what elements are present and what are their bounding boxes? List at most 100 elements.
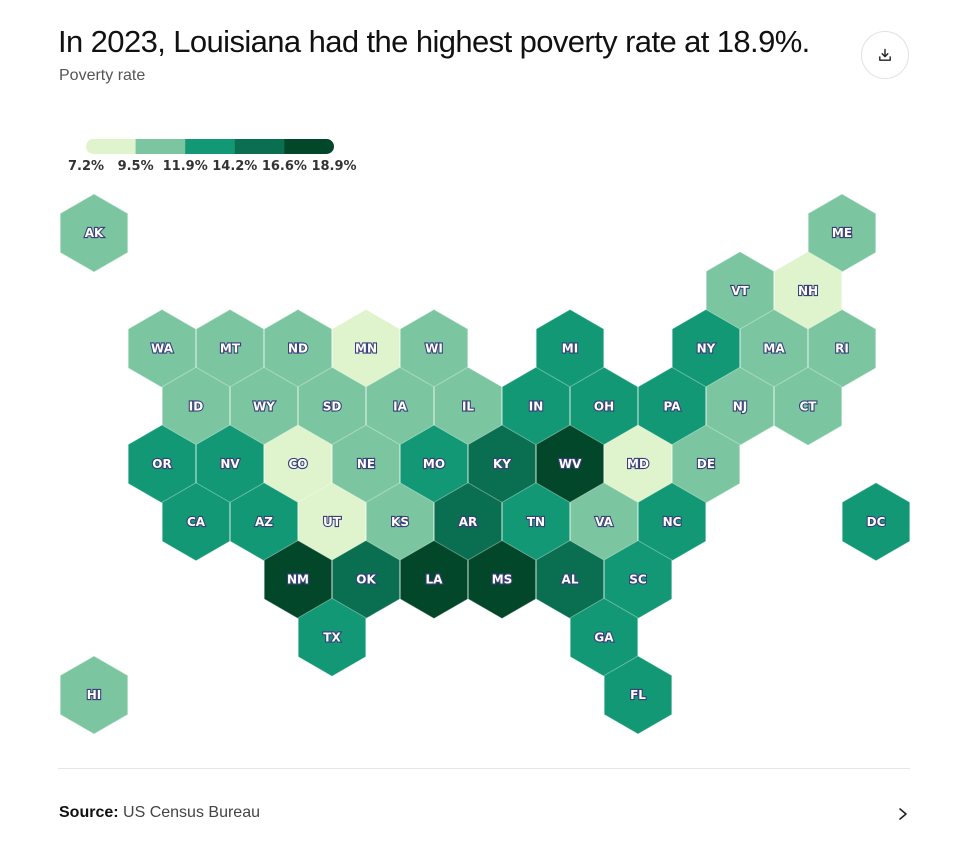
state-hex-dc[interactable]: DC [841,482,911,562]
state-hex-ny[interactable]: NY [671,308,741,389]
state-hex-in[interactable]: IN [501,366,571,446]
state-hex-ga[interactable]: GA [569,597,639,677]
state-hex-nh[interactable]: NH [773,251,843,331]
hex-tile[interactable] [433,482,503,562]
hex-tile[interactable] [501,366,571,446]
hex-tile[interactable] [331,308,401,389]
state-hex-vt[interactable]: VT [705,251,775,331]
state-hex-ne[interactable]: NE [331,424,401,504]
state-hex-ok[interactable]: OK [331,539,401,620]
hex-tile[interactable] [59,193,129,273]
hex-tile[interactable] [365,366,435,446]
state-hex-ri[interactable]: RI [807,308,877,389]
hex-tile[interactable] [705,251,775,331]
hex-tile[interactable] [297,482,367,562]
hex-tile[interactable] [807,308,877,389]
state-hex-wa[interactable]: WA [127,308,197,389]
state-hex-tn[interactable]: TN [501,482,571,562]
hex-tile[interactable] [501,482,571,562]
state-hex-hi[interactable]: HI [59,655,129,735]
state-hex-az[interactable]: AZ [229,482,299,562]
hex-tile[interactable] [603,424,673,504]
state-hex-mt[interactable]: MT [195,308,265,389]
state-hex-nv[interactable]: NV [195,424,265,504]
state-hex-de[interactable]: DE [671,424,741,504]
state-hex-oh[interactable]: OH [569,366,639,446]
hex-tile[interactable] [637,366,707,446]
hex-tile[interactable] [739,308,809,389]
state-hex-nm[interactable]: NM [263,539,333,620]
hex-tile[interactable] [127,424,197,504]
hex-tile[interactable] [399,424,469,504]
hex-tile[interactable] [841,482,911,562]
hex-tile[interactable] [297,366,367,446]
hex-tile[interactable] [195,308,265,389]
chevron-right-icon[interactable] [896,804,910,824]
state-hex-la[interactable]: LA [399,539,469,620]
state-hex-ca[interactable]: CA [161,482,231,562]
hex-tile[interactable] [569,597,639,677]
hex-tile[interactable] [365,482,435,562]
hex-tile[interactable] [535,424,605,504]
state-hex-wv[interactable]: WV [535,424,605,504]
hex-tile[interactable] [467,424,537,504]
hex-tile[interactable] [229,482,299,562]
state-hex-mn[interactable]: MN [331,308,401,389]
hex-tile[interactable] [263,308,333,389]
state-hex-id[interactable]: ID [161,366,231,446]
hex-tile[interactable] [331,424,401,504]
hex-tile[interactable] [59,655,129,735]
hex-tile[interactable] [127,308,197,389]
hex-tile[interactable] [773,251,843,331]
state-hex-md[interactable]: MD [603,424,673,504]
hex-tile[interactable] [603,539,673,620]
hex-tile[interactable] [399,539,469,620]
state-hex-tx[interactable]: TX [297,597,367,677]
state-hex-ks[interactable]: KS [365,482,435,562]
hex-tile[interactable] [263,539,333,620]
state-hex-ak[interactable]: AK [59,193,129,273]
hex-tile[interactable] [705,366,775,446]
hex-tile[interactable] [229,366,299,446]
hex-tile[interactable] [637,482,707,562]
download-button[interactable] [861,31,909,79]
state-hex-ar[interactable]: AR [433,482,503,562]
state-hex-wy[interactable]: WY [229,366,299,446]
state-hex-ky[interactable]: KY [467,424,537,504]
hex-tile[interactable] [569,366,639,446]
state-hex-nc[interactable]: NC [637,482,707,562]
hex-tile[interactable] [535,539,605,620]
state-hex-ia[interactable]: IA [365,366,435,446]
state-hex-fl[interactable]: FL [603,655,673,735]
hex-tile[interactable] [161,482,231,562]
hex-tile[interactable] [569,482,639,562]
state-hex-me[interactable]: ME [807,193,877,273]
hex-tile[interactable] [467,539,537,620]
hex-tile[interactable] [263,424,333,504]
hex-tile[interactable] [433,366,503,446]
state-hex-co[interactable]: CO [263,424,333,504]
hex-tile[interactable] [331,539,401,620]
state-hex-ms[interactable]: MS [467,539,537,620]
state-hex-al[interactable]: AL [535,539,605,620]
hex-tile[interactable] [671,308,741,389]
hex-tile[interactable] [297,597,367,677]
state-hex-sc[interactable]: SC [603,539,673,620]
state-hex-or[interactable]: OR [127,424,197,504]
state-hex-wi[interactable]: WI [399,308,469,389]
state-hex-sd[interactable]: SD [297,366,367,446]
hex-tile[interactable] [807,193,877,273]
state-hex-ct[interactable]: CT [773,366,843,446]
state-hex-il[interactable]: IL [433,366,503,446]
state-hex-mo[interactable]: MO [399,424,469,504]
hex-tile[interactable] [773,366,843,446]
hex-tile[interactable] [535,308,605,389]
hex-tile[interactable] [195,424,265,504]
state-hex-ma[interactable]: MA [739,308,809,389]
hex-tile[interactable] [399,308,469,389]
state-hex-nj[interactable]: NJ [705,366,775,446]
hex-tile[interactable] [603,655,673,735]
state-hex-va[interactable]: VA [569,482,639,562]
hex-tile[interactable] [161,366,231,446]
state-hex-pa[interactable]: PA [637,366,707,446]
